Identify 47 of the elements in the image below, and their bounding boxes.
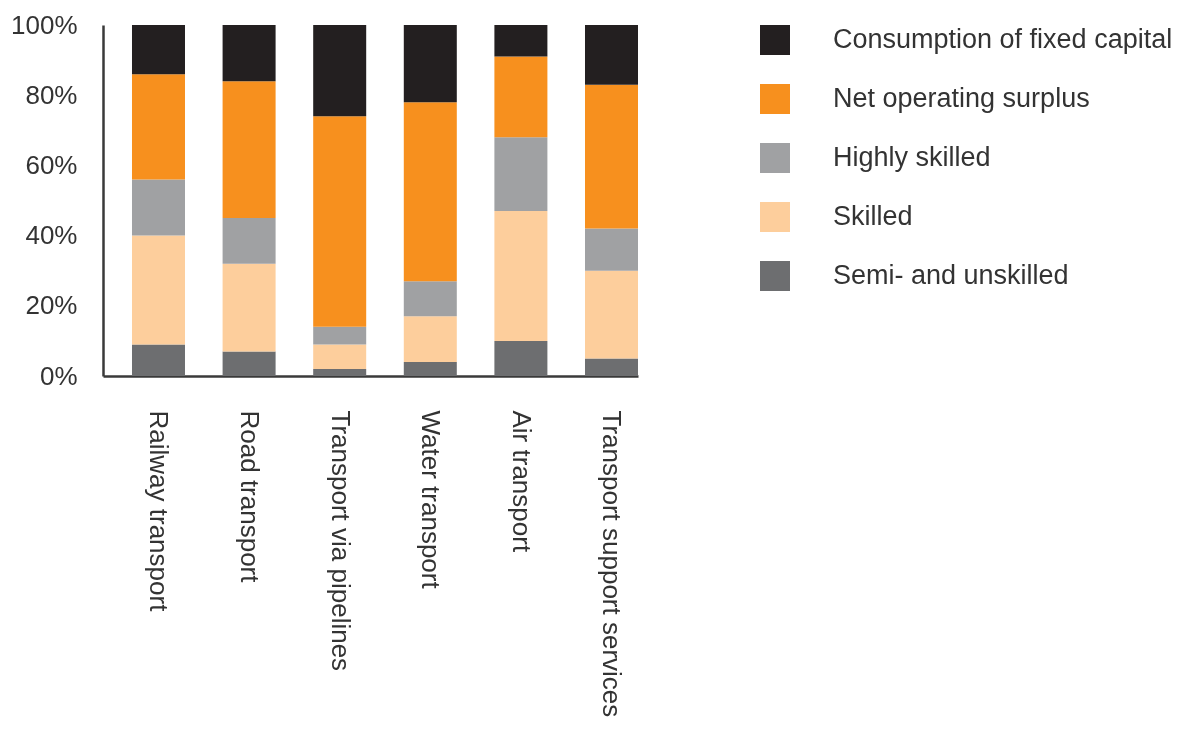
bar (222, 351, 276, 376)
x-tick-label: Railway transport (144, 410, 175, 613)
y-tick-label: 40% (25, 220, 78, 251)
bar (494, 340, 548, 376)
x-tick-label: Road transport (235, 410, 266, 584)
x-tick-label: Transport support services (597, 410, 628, 718)
bar (222, 263, 276, 352)
legend-label: Net operating surplus (833, 83, 1090, 113)
bar (403, 281, 457, 317)
bar (313, 25, 367, 117)
bar (313, 116, 367, 327)
bar (313, 326, 367, 345)
x-tick-label: Transport via pipelines (325, 410, 356, 672)
bar (494, 25, 548, 57)
legend-label: Highly skilled (833, 142, 991, 172)
legend-label: Consumption of fixed capital (833, 24, 1173, 54)
bar (131, 179, 185, 236)
bar (403, 25, 457, 103)
bar (585, 270, 638, 359)
bar (222, 218, 276, 264)
bar (403, 361, 457, 376)
bar (494, 211, 548, 341)
bar (131, 344, 185, 376)
bar (585, 84, 638, 229)
x-tick-label: Water transport (416, 410, 447, 590)
bar (585, 25, 638, 85)
bar (313, 368, 367, 376)
bar (585, 228, 638, 271)
bar (131, 74, 185, 180)
legend-label: Semi- and unskilled (833, 260, 1069, 290)
bar (403, 102, 457, 282)
bar (313, 344, 367, 369)
bar (131, 235, 185, 345)
legend-label: Skilled (833, 201, 913, 231)
y-tick-label: 60% (25, 149, 78, 180)
bar (494, 137, 548, 212)
bar (403, 316, 457, 362)
y-tick-label: 0% (39, 360, 78, 391)
y-tick-label: 80% (25, 79, 78, 110)
y-tick-label: 100% (11, 9, 78, 40)
bar (131, 25, 185, 75)
bar (222, 25, 276, 82)
y-tick-label: 20% (25, 290, 78, 321)
x-tick-label: Air transport (506, 410, 537, 553)
bar (494, 56, 548, 138)
bar (222, 81, 276, 219)
bar (585, 358, 638, 376)
